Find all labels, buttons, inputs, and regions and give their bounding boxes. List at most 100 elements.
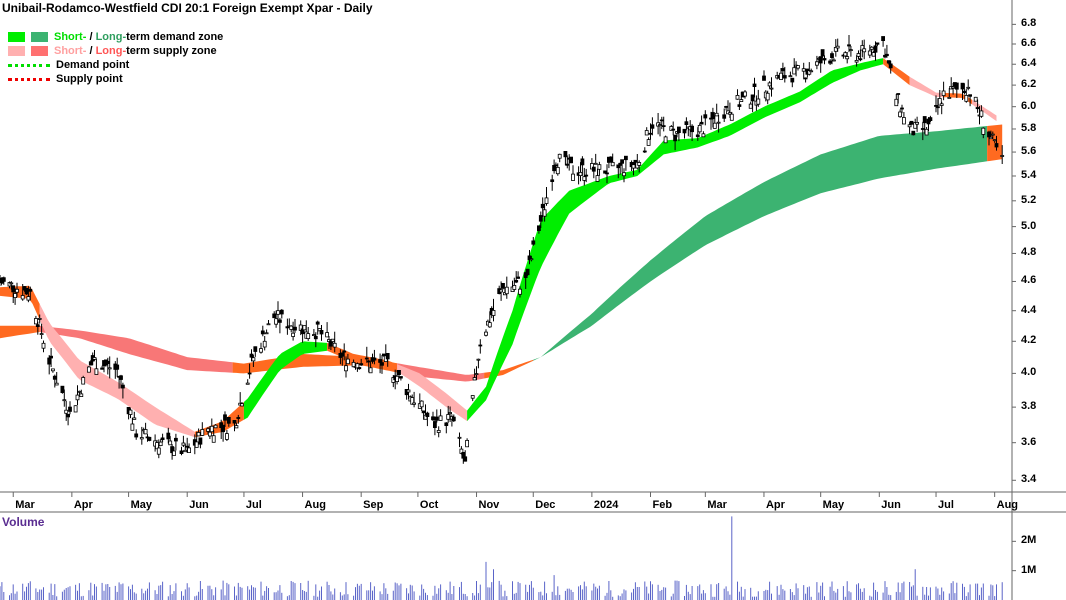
price-candle xyxy=(291,332,296,337)
price-candle xyxy=(832,59,836,62)
price-candle xyxy=(514,279,519,283)
price-candle xyxy=(221,424,226,433)
price-candle xyxy=(476,358,481,361)
short-term-demand-zone xyxy=(243,341,328,420)
price-candle xyxy=(185,445,190,448)
price-candle xyxy=(264,332,269,335)
price-candle xyxy=(743,91,747,97)
price-tick-label: 6.0 xyxy=(1021,99,1037,112)
price-candle xyxy=(54,382,59,386)
legend-label-tail: term supply zone xyxy=(126,45,217,57)
price-candle xyxy=(712,122,717,129)
price-candle xyxy=(276,310,280,315)
price-candle xyxy=(939,103,944,106)
price-candle xyxy=(873,45,878,53)
legend-supply-point: Supply point xyxy=(8,72,223,86)
price-candle xyxy=(35,324,40,328)
price-candle xyxy=(563,150,568,158)
price-candle xyxy=(412,402,417,405)
price-candle xyxy=(818,56,823,64)
demand-point-line xyxy=(8,63,50,67)
price-candle xyxy=(608,156,613,163)
price-candle xyxy=(64,409,69,414)
price-candle xyxy=(194,441,199,448)
price-candle xyxy=(293,326,297,331)
price-candle xyxy=(245,382,250,385)
volume-bars xyxy=(0,516,1003,600)
date-tick-label: Apr xyxy=(73,499,93,511)
price-candle xyxy=(444,422,449,426)
price-candle xyxy=(637,162,642,166)
price-candle xyxy=(610,161,615,167)
price-candle xyxy=(822,58,827,61)
legend-sep: / xyxy=(86,45,96,57)
price-candle xyxy=(828,60,832,64)
price-candle xyxy=(130,423,135,431)
price-candle xyxy=(115,364,120,370)
price-candle xyxy=(9,282,14,285)
price-candle xyxy=(896,93,901,95)
price-candle xyxy=(782,75,787,79)
price-candle xyxy=(431,416,435,421)
price-candle xyxy=(881,36,885,41)
price-tick-label: 5.4 xyxy=(1021,168,1037,181)
price-candle xyxy=(767,82,772,87)
price-candle xyxy=(504,286,509,295)
legend-swatch-long-demand xyxy=(31,32,48,42)
price-candle xyxy=(779,72,783,80)
price-tick-label: 6.8 xyxy=(1021,17,1037,30)
price-candle xyxy=(251,357,256,362)
legend-demand-zone: Short- / Long-term demand zone xyxy=(8,30,223,44)
price-candle xyxy=(107,367,112,370)
price-candle xyxy=(803,77,808,80)
price-candle xyxy=(677,126,681,133)
legend-supply-point-label: Supply point xyxy=(56,73,123,85)
price-candle xyxy=(26,296,31,301)
date-tick-label: Jun xyxy=(881,499,901,511)
price-candle xyxy=(156,447,161,455)
price-candle xyxy=(735,95,740,100)
price-candle xyxy=(584,174,589,177)
date-tick-label: Sep xyxy=(363,499,384,511)
price-candle xyxy=(436,429,441,433)
price-candle xyxy=(147,436,152,441)
legend-sep: / xyxy=(86,31,96,43)
price-candle xyxy=(438,415,443,421)
price-candle xyxy=(158,441,163,447)
long-term-transition-zone xyxy=(0,325,40,339)
price-candle xyxy=(260,330,265,335)
price-candle xyxy=(28,288,33,292)
date-tick-label: Oct xyxy=(419,499,439,511)
price-candle xyxy=(663,136,668,144)
price-candle xyxy=(49,355,53,359)
price-candle xyxy=(372,357,377,361)
price-candle xyxy=(703,114,708,119)
price-candle xyxy=(989,136,993,140)
price-candle xyxy=(398,376,403,379)
price-candle xyxy=(425,412,430,418)
price-candle xyxy=(659,119,664,122)
price-candle xyxy=(272,313,277,319)
price-candle xyxy=(232,419,237,424)
price-candle xyxy=(134,433,139,438)
price-candle xyxy=(73,405,78,413)
price-candle xyxy=(234,425,239,429)
price-candle xyxy=(909,120,914,125)
price-candle xyxy=(491,309,496,316)
price-candle xyxy=(531,240,536,245)
legend-supply-zone: Short- / Long-term supply zone xyxy=(8,44,223,58)
price-candle xyxy=(223,414,227,421)
price-candle xyxy=(790,77,795,83)
price-candle xyxy=(213,424,218,429)
price-candle xyxy=(472,377,477,381)
price-candle xyxy=(47,357,52,365)
price-candle xyxy=(858,58,863,61)
price-candle xyxy=(247,372,252,375)
price-candle xyxy=(922,116,927,124)
price-candle xyxy=(975,107,980,110)
price-candle xyxy=(168,440,173,446)
price-candle xyxy=(172,450,176,456)
price-candle xyxy=(724,106,728,108)
price-candle xyxy=(661,125,666,127)
price-candle xyxy=(311,334,316,337)
